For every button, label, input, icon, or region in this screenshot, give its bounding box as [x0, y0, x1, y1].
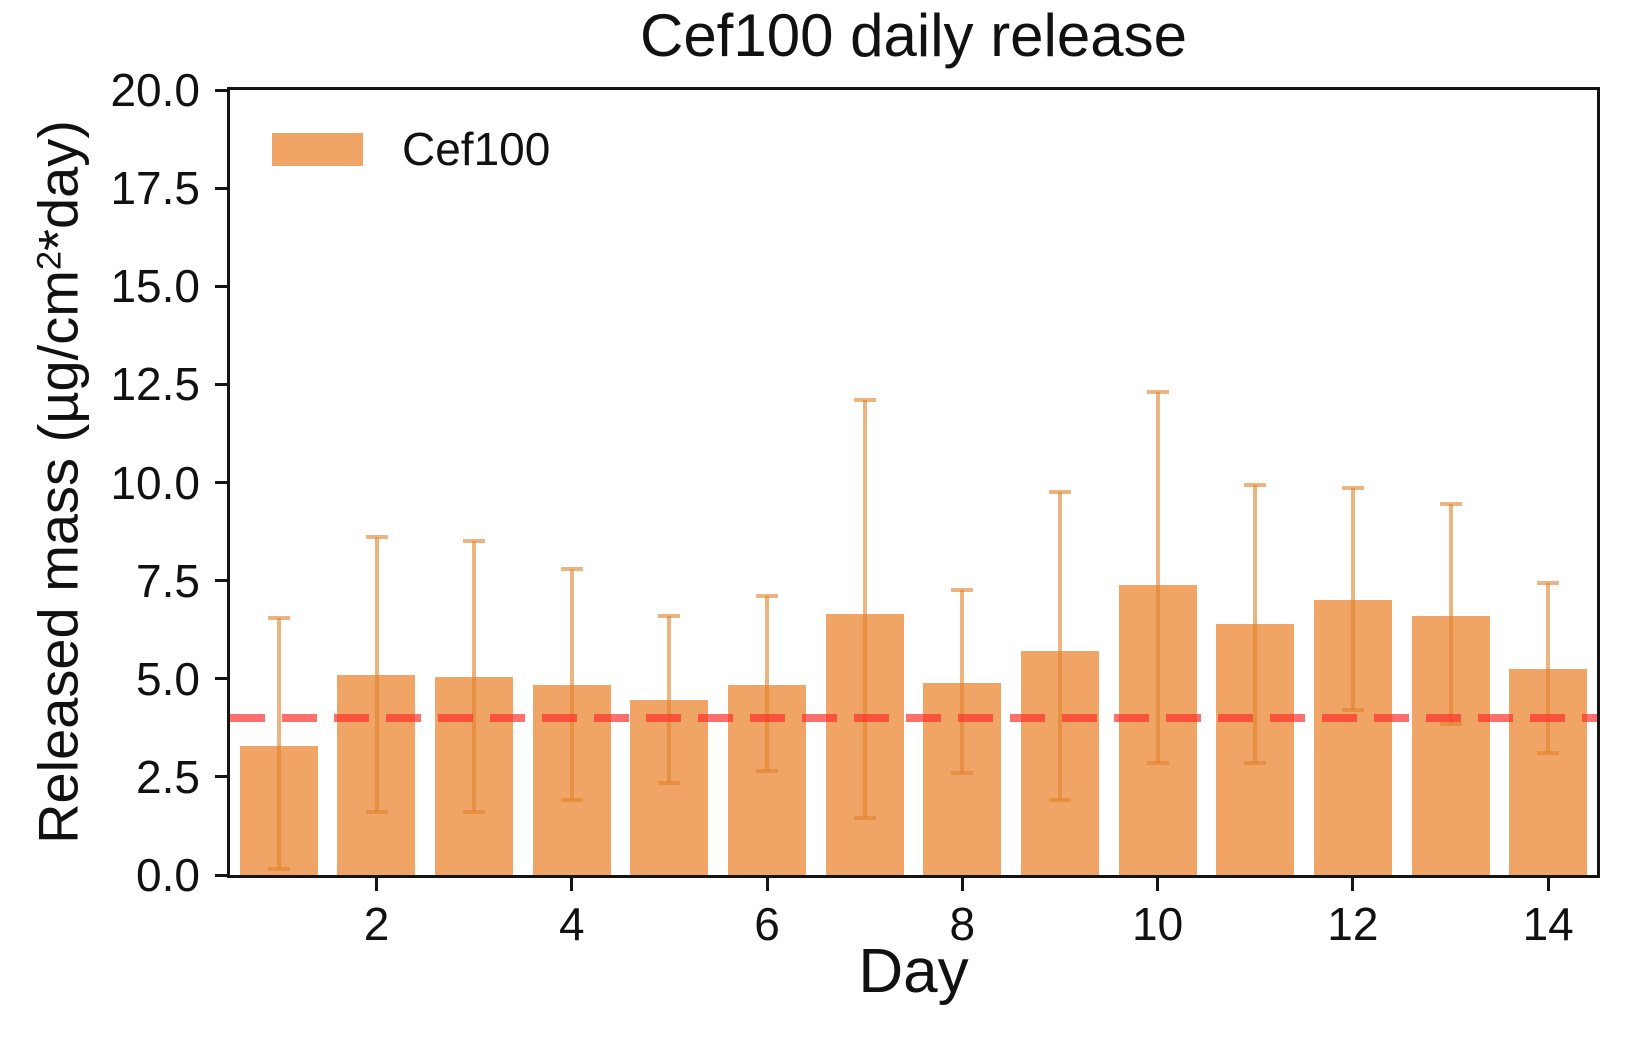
- errorbar-cap-bottom-day-9: [1049, 798, 1071, 803]
- y-tick-20.0: [215, 88, 227, 92]
- chart-title: Cef100 daily release: [639, 2, 1187, 69]
- errorbar-line-day-8: [960, 590, 965, 773]
- errorbar-cap-bottom-day-3: [463, 810, 486, 815]
- y-tick-12.5: [215, 382, 227, 386]
- y-tick-10.0: [215, 481, 227, 484]
- errorbar-cap-bottom-day-1: [267, 867, 290, 872]
- errorbar-cap-bottom-day-7: [853, 816, 876, 821]
- threshold-line: [230, 714, 1597, 722]
- y-tick-label-2.5: 2.5: [136, 750, 200, 803]
- y-tick-5.0: [215, 677, 227, 681]
- errorbar-cap-top-day-11: [1244, 482, 1267, 487]
- errorbar-line-day-4: [569, 568, 574, 801]
- errorbar-line-day-14: [1546, 582, 1551, 754]
- errorbar-cap-top-day-12: [1341, 486, 1364, 491]
- x-tick-12: [1351, 878, 1355, 891]
- x-tick-label-12: 12: [1327, 898, 1379, 950]
- errorbar-line-day-10: [1155, 392, 1160, 764]
- errorbar-cap-bottom-day-6: [756, 769, 778, 773]
- x-tick-label-14: 14: [1522, 898, 1574, 950]
- errorbar-cap-top-day-1: [267, 615, 290, 620]
- x-tick-8: [960, 878, 964, 891]
- x-tick-label-2: 2: [363, 898, 390, 950]
- errorbar-line-day-13: [1448, 504, 1453, 724]
- legend-label-cef100: Cef100: [402, 123, 551, 175]
- y-tick-15.0: [215, 284, 227, 288]
- errorbar-cap-bottom-day-10: [1146, 761, 1169, 766]
- x-tick-4: [570, 878, 574, 891]
- x-tick-10: [1156, 878, 1160, 891]
- errorbar-cap-top-day-8: [951, 588, 974, 593]
- y-tick-label-7.5: 7.5: [136, 554, 200, 607]
- errorbar-cap-bottom-day-8: [951, 771, 974, 775]
- x-tick-6: [765, 878, 769, 891]
- errorbar-cap-top-day-4: [560, 566, 583, 571]
- errorbar-cap-bottom-day-5: [658, 780, 681, 785]
- errorbar-cap-bottom-day-11: [1244, 761, 1267, 766]
- y-tick-label-20.0: 20.0: [110, 64, 200, 116]
- errorbar-line-day-7: [862, 400, 867, 819]
- x-tick-2: [375, 878, 378, 891]
- errorbar-cap-top-day-6: [756, 594, 778, 599]
- x-tick-label-4: 4: [559, 898, 585, 950]
- errorbar-line-day-1: [276, 617, 281, 870]
- errorbar-line-day-5: [667, 616, 672, 783]
- errorbar-cap-bottom-day-13: [1439, 721, 1462, 726]
- errorbar-line-day-3: [472, 541, 477, 813]
- y-tick-label-10.0: 10.0: [110, 456, 200, 509]
- errorbar-cap-top-day-9: [1049, 490, 1071, 495]
- y-tick-2.5: [215, 775, 227, 779]
- errorbar-cap-bottom-day-12: [1341, 708, 1364, 713]
- y-tick-label-12.5: 12.5: [110, 358, 200, 411]
- errorbar-cap-bottom-day-14: [1537, 751, 1560, 756]
- errorbar-line-day-2: [374, 537, 379, 813]
- errorbar-line-day-12: [1350, 488, 1355, 711]
- errorbar-line-day-6: [765, 596, 769, 771]
- plot-area: Cef100 2 4 6 8 10 12 14 0.0 2.5 5.0 7.5 10.0 12.5 15.…: [110, 67, 1600, 947]
- errorbar-cap-top-day-7: [853, 398, 876, 403]
- errorbar-cap-bottom-day-4: [560, 798, 583, 803]
- errorbar-cap-top-day-2: [365, 535, 388, 540]
- legend-swatch-cef100: [272, 133, 363, 166]
- y-tick-17.5: [215, 186, 227, 190]
- x-tick-label-8: 8: [949, 898, 976, 950]
- errorbar-cap-bottom-day-2: [365, 810, 388, 815]
- x-axis-label: Day: [858, 937, 969, 1006]
- errorbar-line-day-9: [1058, 492, 1062, 801]
- y-tick-label-17.5: 17.5: [110, 162, 200, 215]
- x-tick-label-10: 10: [1132, 898, 1184, 950]
- y-tick-label-15.0: 15.0: [110, 260, 200, 313]
- errorbar-cap-top-day-3: [463, 539, 486, 544]
- errorbar-cap-top-day-10: [1146, 390, 1169, 395]
- y-tick-label-0.0: 0.0: [136, 849, 200, 901]
- errorbar-cap-top-day-14: [1537, 580, 1560, 585]
- x-tick-14: [1546, 878, 1550, 891]
- x-tick-label-6: 6: [754, 898, 780, 950]
- errorbar-cap-top-day-13: [1439, 502, 1462, 507]
- y-tick-7.5: [215, 579, 227, 583]
- errorbar-cap-top-day-5: [658, 614, 681, 618]
- y-tick-0.0: [215, 873, 227, 877]
- y-tick-label-5.0: 5.0: [136, 652, 200, 705]
- errorbar-line-day-11: [1253, 484, 1258, 764]
